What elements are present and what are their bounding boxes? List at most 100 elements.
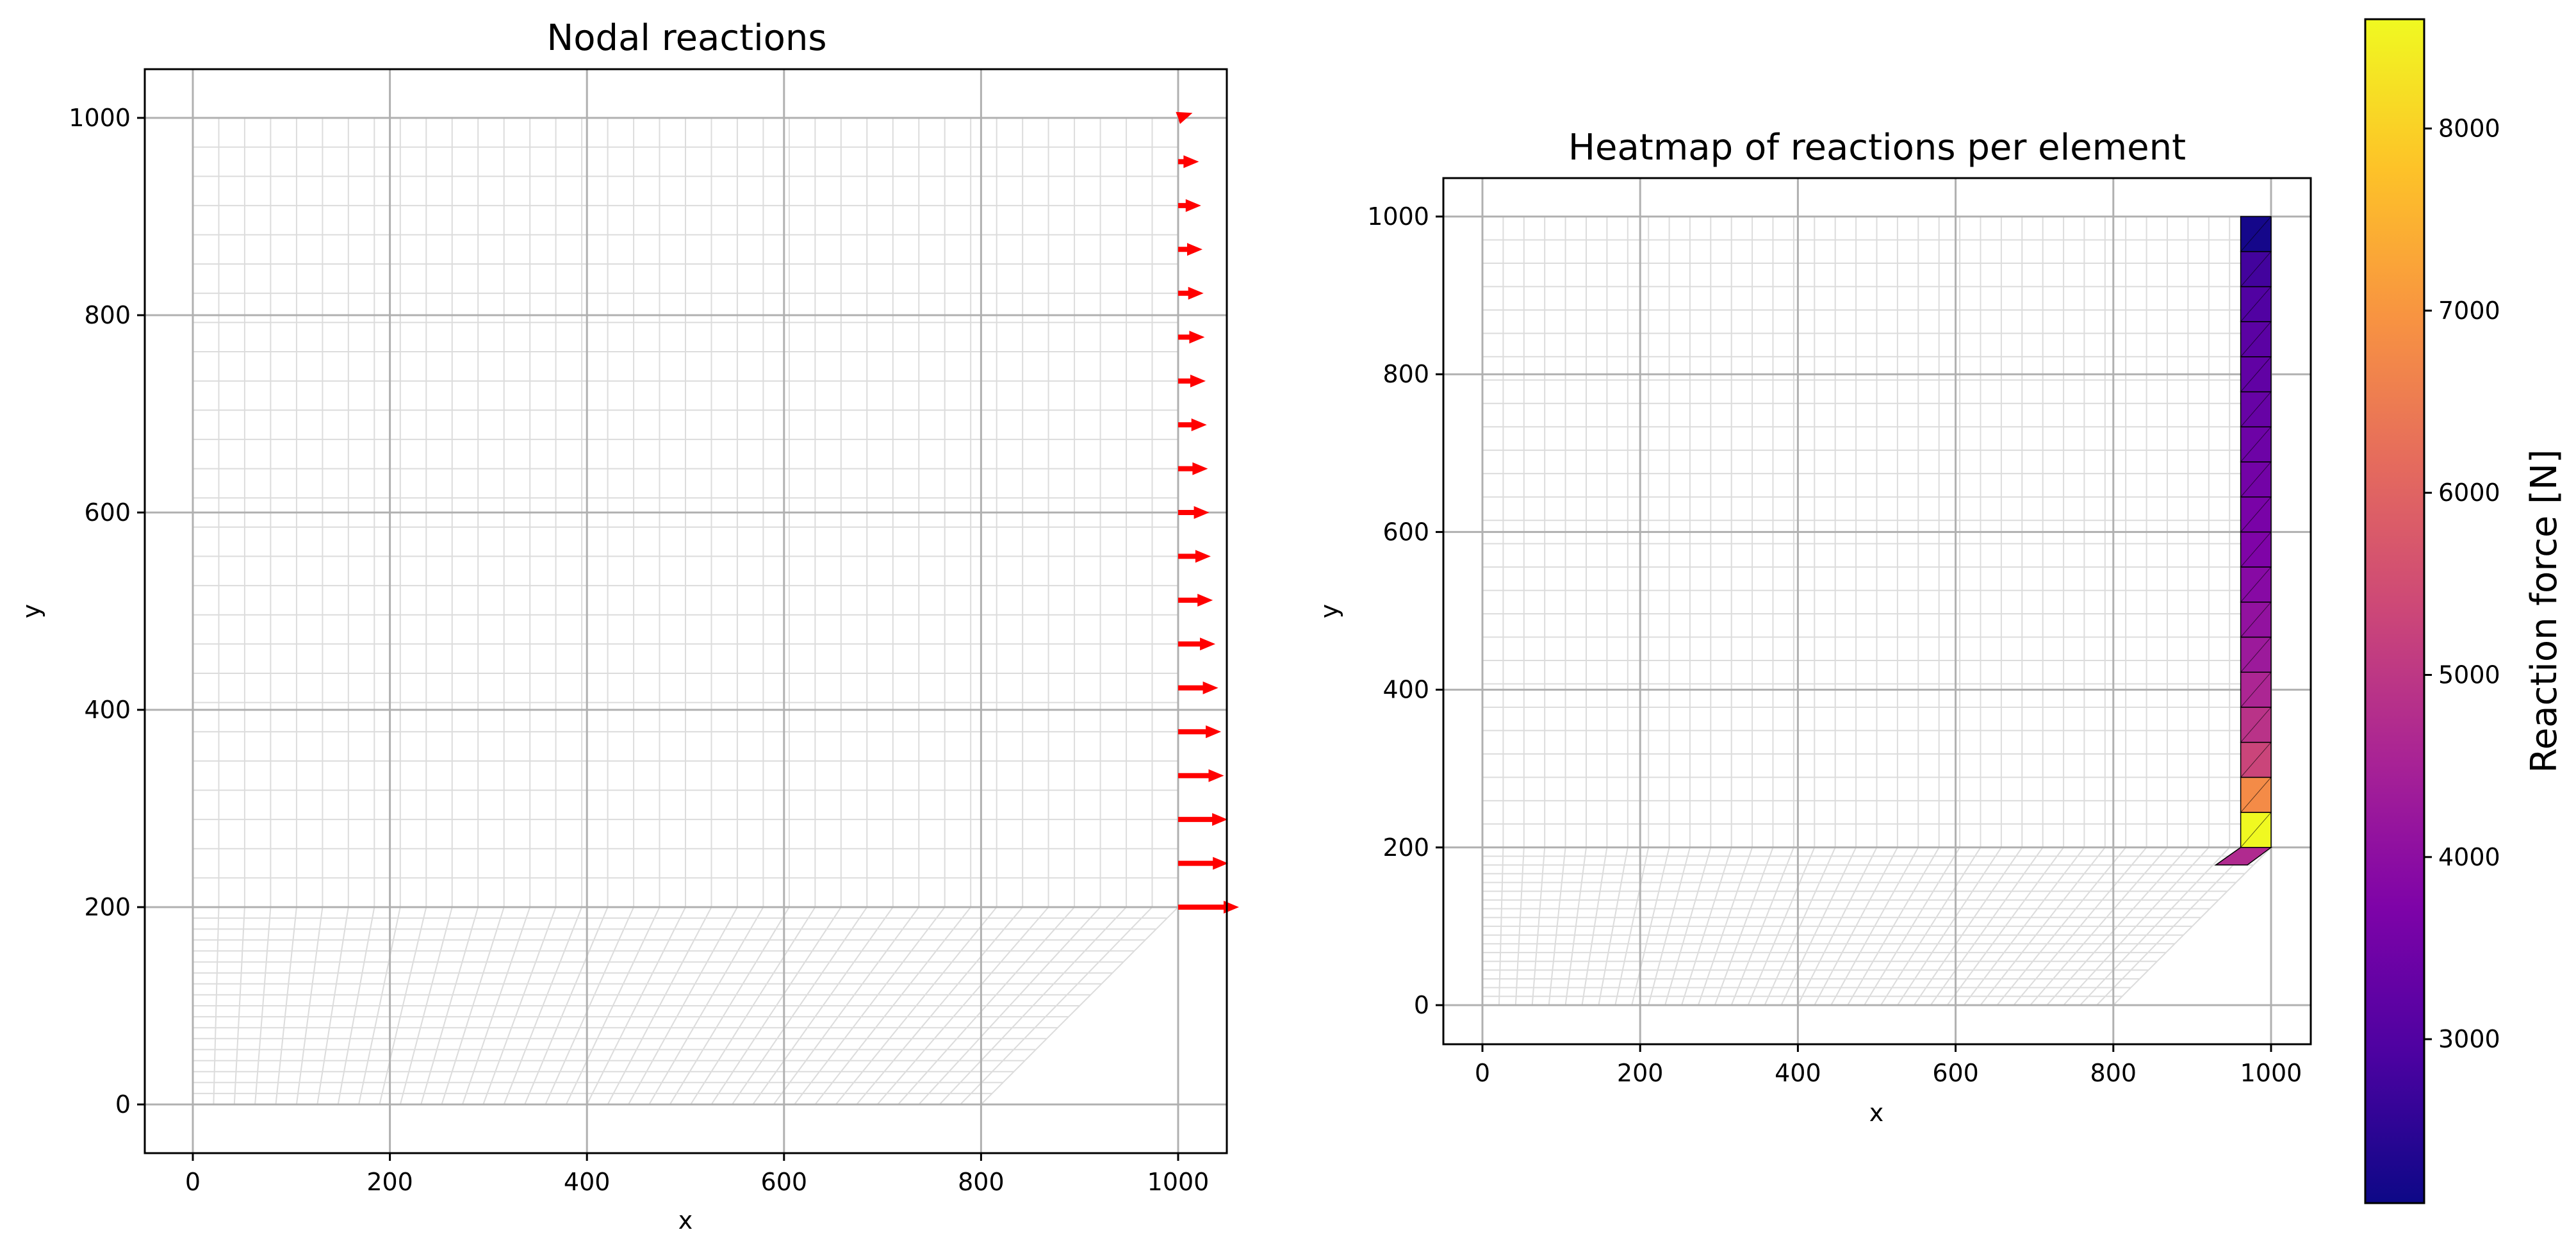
reaction-arrow xyxy=(1178,813,1228,826)
y-tick-label: 200 xyxy=(84,893,131,921)
element-diagonal xyxy=(2240,356,2272,392)
x-tick-label: 600 xyxy=(1932,1059,1979,1087)
mesh-line xyxy=(939,118,1128,1105)
mesh-line xyxy=(607,118,712,1105)
mesh-line xyxy=(732,118,868,1105)
y-tick-label: 0 xyxy=(1414,991,1429,1019)
element-diagonal xyxy=(2240,251,2272,287)
y-tick-label: 400 xyxy=(84,696,131,724)
y-tick-label: 600 xyxy=(84,498,131,527)
element-diagonal xyxy=(2240,496,2272,532)
x-tick-label: 400 xyxy=(564,1168,611,1196)
reaction-arrow xyxy=(1178,593,1213,607)
element-diagonal xyxy=(2240,812,2272,848)
reaction-arrow xyxy=(1178,681,1218,694)
y-tick-label: 800 xyxy=(84,301,131,329)
mesh-line xyxy=(1498,217,1504,1006)
mesh-line xyxy=(524,118,609,1105)
mesh-line xyxy=(420,118,479,1105)
mesh-line xyxy=(1880,217,1981,1006)
reaction-arrow xyxy=(1178,418,1207,432)
colorbar-label: Reaction force [N] xyxy=(2523,449,2565,773)
mesh-line xyxy=(1963,217,2085,1006)
y-tick-label: 1000 xyxy=(1367,202,1429,231)
mesh-line xyxy=(2096,217,2251,1006)
colorbar-gradient xyxy=(2364,18,2425,1204)
element-diagonal xyxy=(2240,742,2272,778)
mesh-line xyxy=(586,118,686,1105)
mesh-line xyxy=(710,118,842,1105)
mesh-line xyxy=(1714,217,1774,1006)
element-diagonal xyxy=(2240,461,2272,498)
chart-title: Heatmap of reactions per element xyxy=(1568,127,2186,168)
mesh-grid xyxy=(192,117,1179,1105)
mesh-line xyxy=(399,118,453,1105)
mesh-line xyxy=(1814,217,1898,1006)
mesh-line xyxy=(2063,217,2210,1006)
x-tick-label: 0 xyxy=(185,1168,201,1196)
reaction-arrow xyxy=(1178,199,1201,212)
mesh-line xyxy=(213,118,220,1105)
x-tick-label: 200 xyxy=(366,1168,413,1196)
mesh-line xyxy=(1697,217,1753,1006)
reaction-arrow xyxy=(1178,462,1208,475)
mesh-line xyxy=(835,118,997,1105)
reaction-arrow xyxy=(1178,725,1222,739)
element-diagonal xyxy=(2240,777,2272,813)
mesh-line xyxy=(1631,217,1670,1006)
mesh-line xyxy=(295,118,324,1105)
mesh-line xyxy=(856,118,1024,1105)
element-cell xyxy=(2214,847,2273,865)
mesh-line xyxy=(1564,217,1587,1006)
y-tick-label: 1000 xyxy=(69,104,131,132)
mesh-line xyxy=(1764,217,1836,1006)
plot-frame xyxy=(144,68,1228,1154)
mesh-line xyxy=(1797,217,1878,1006)
mesh-line xyxy=(1514,217,1525,1006)
mesh-line xyxy=(628,118,738,1105)
mesh-line xyxy=(503,118,583,1105)
x-tick-label: 0 xyxy=(1475,1059,1490,1087)
element-diagonal xyxy=(2240,286,2272,322)
mesh-line xyxy=(690,118,816,1105)
y-tick-label: 800 xyxy=(1382,360,1429,388)
mesh-line xyxy=(1681,217,1732,1006)
mesh-line xyxy=(1614,217,1650,1006)
y-axis-label: y xyxy=(1315,604,1343,619)
mesh-line xyxy=(2030,217,2168,1006)
reaction-arrow xyxy=(1178,506,1210,519)
colorbar-tick-label: 4000 xyxy=(2438,843,2500,871)
reaction-arrow xyxy=(1178,769,1224,782)
mesh-line xyxy=(1946,217,2065,1006)
mesh-line xyxy=(1598,217,1628,1006)
mesh-line xyxy=(2046,217,2189,1006)
element-diagonal xyxy=(2240,637,2272,673)
mesh-line xyxy=(1664,217,1712,1006)
reaction-arrow xyxy=(1178,374,1206,388)
mesh-line xyxy=(254,118,272,1105)
mesh-line xyxy=(648,118,764,1105)
reaction-arrow xyxy=(1176,111,1193,124)
mesh-line xyxy=(1581,217,1608,1006)
colorbar-tick-label: 7000 xyxy=(2438,297,2500,325)
reaction-arrow xyxy=(1178,637,1216,651)
y-tick-label: 600 xyxy=(1382,518,1429,546)
mesh-line xyxy=(1648,217,1691,1006)
y-axis-label: y xyxy=(17,604,45,619)
element-diagonal xyxy=(2240,426,2272,463)
element-diagonal xyxy=(2240,321,2272,357)
mesh-line xyxy=(1930,217,2044,1006)
element-diagonal xyxy=(2240,602,2272,637)
mesh-line xyxy=(1996,217,2127,1006)
mesh-line xyxy=(1531,217,1546,1006)
x-axis-label: x xyxy=(678,1206,693,1234)
element-diagonal xyxy=(2240,391,2272,427)
mesh-line xyxy=(233,118,245,1105)
heatmap-cells xyxy=(2214,216,2273,865)
mesh-line xyxy=(275,118,297,1105)
mesh-line xyxy=(898,118,1076,1105)
chart-title: Nodal reactions xyxy=(546,17,826,59)
element-diagonal xyxy=(2240,707,2272,743)
colorbar-tick-label: 5000 xyxy=(2438,661,2500,689)
